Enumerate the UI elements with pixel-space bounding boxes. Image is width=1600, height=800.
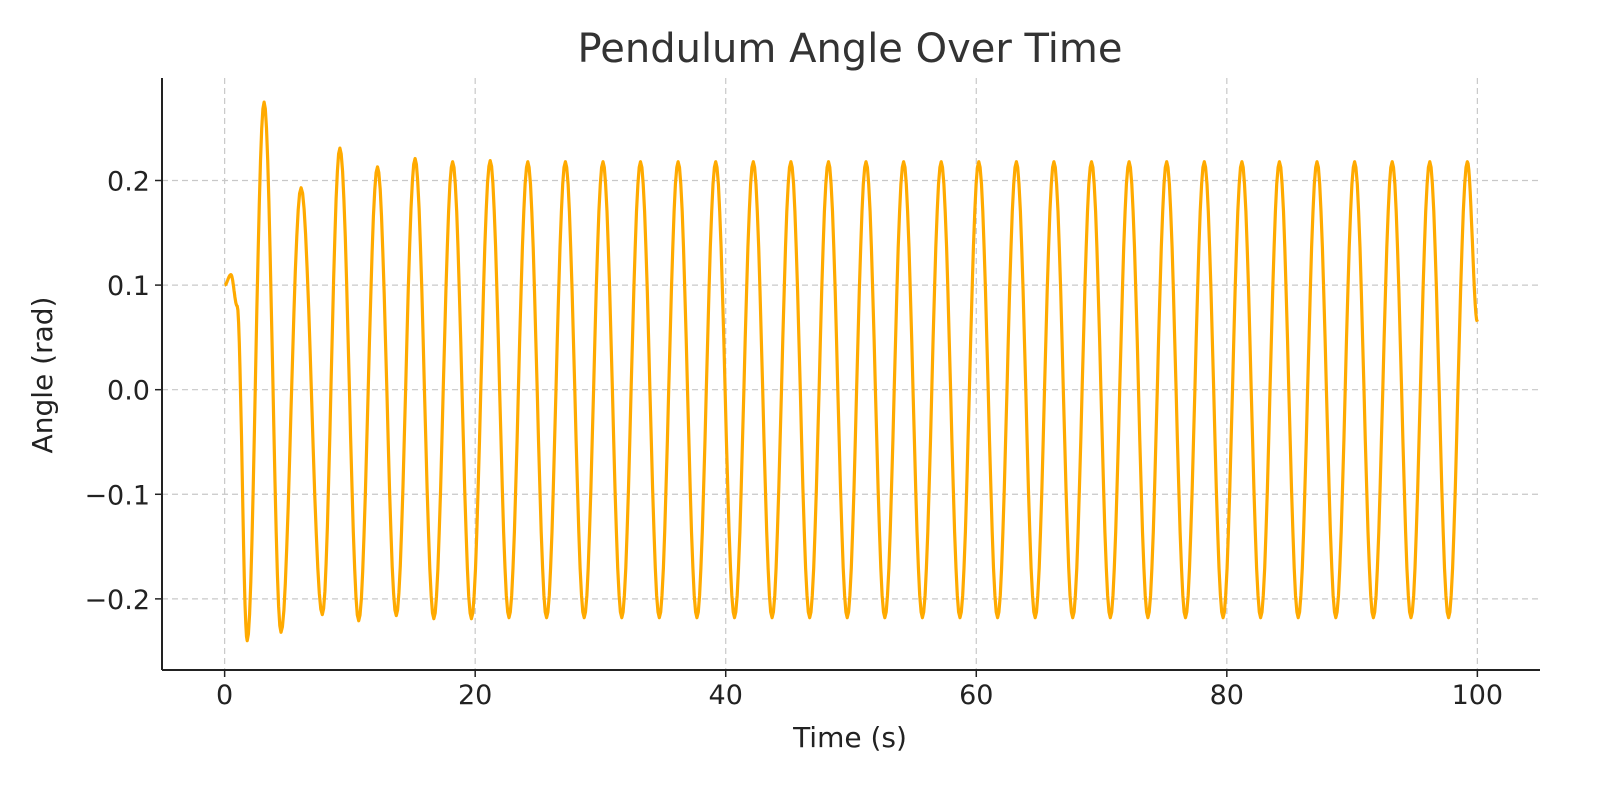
x-tick-label: 100: [1452, 680, 1504, 711]
x-axis-label: Time (s): [792, 721, 907, 754]
x-tick-label: 60: [959, 680, 993, 711]
series-line: [223, 100, 1479, 643]
y-tick-label: 0.0: [107, 376, 150, 407]
x-tick-label: 0: [216, 680, 233, 711]
x-tick-label: 40: [709, 680, 743, 711]
series-layer: [223, 100, 1479, 643]
tick-layer: 0 20 40 60 80 100 0.2 0.1 0.0 −0.1 −0.2: [84, 167, 1503, 711]
y-tick-label: 0.2: [107, 167, 150, 198]
y-tick-label: −0.1: [84, 480, 150, 511]
y-axis-label: Angle (rad): [26, 297, 59, 454]
x-tick-label: 80: [1210, 680, 1244, 711]
y-tick-label: 0.1: [107, 271, 150, 302]
y-tick-label: −0.2: [84, 585, 150, 616]
axes-spines: [161, 78, 1540, 671]
x-tick-label: 20: [458, 680, 492, 711]
chart-title: Pendulum Angle Over Time: [578, 26, 1123, 72]
